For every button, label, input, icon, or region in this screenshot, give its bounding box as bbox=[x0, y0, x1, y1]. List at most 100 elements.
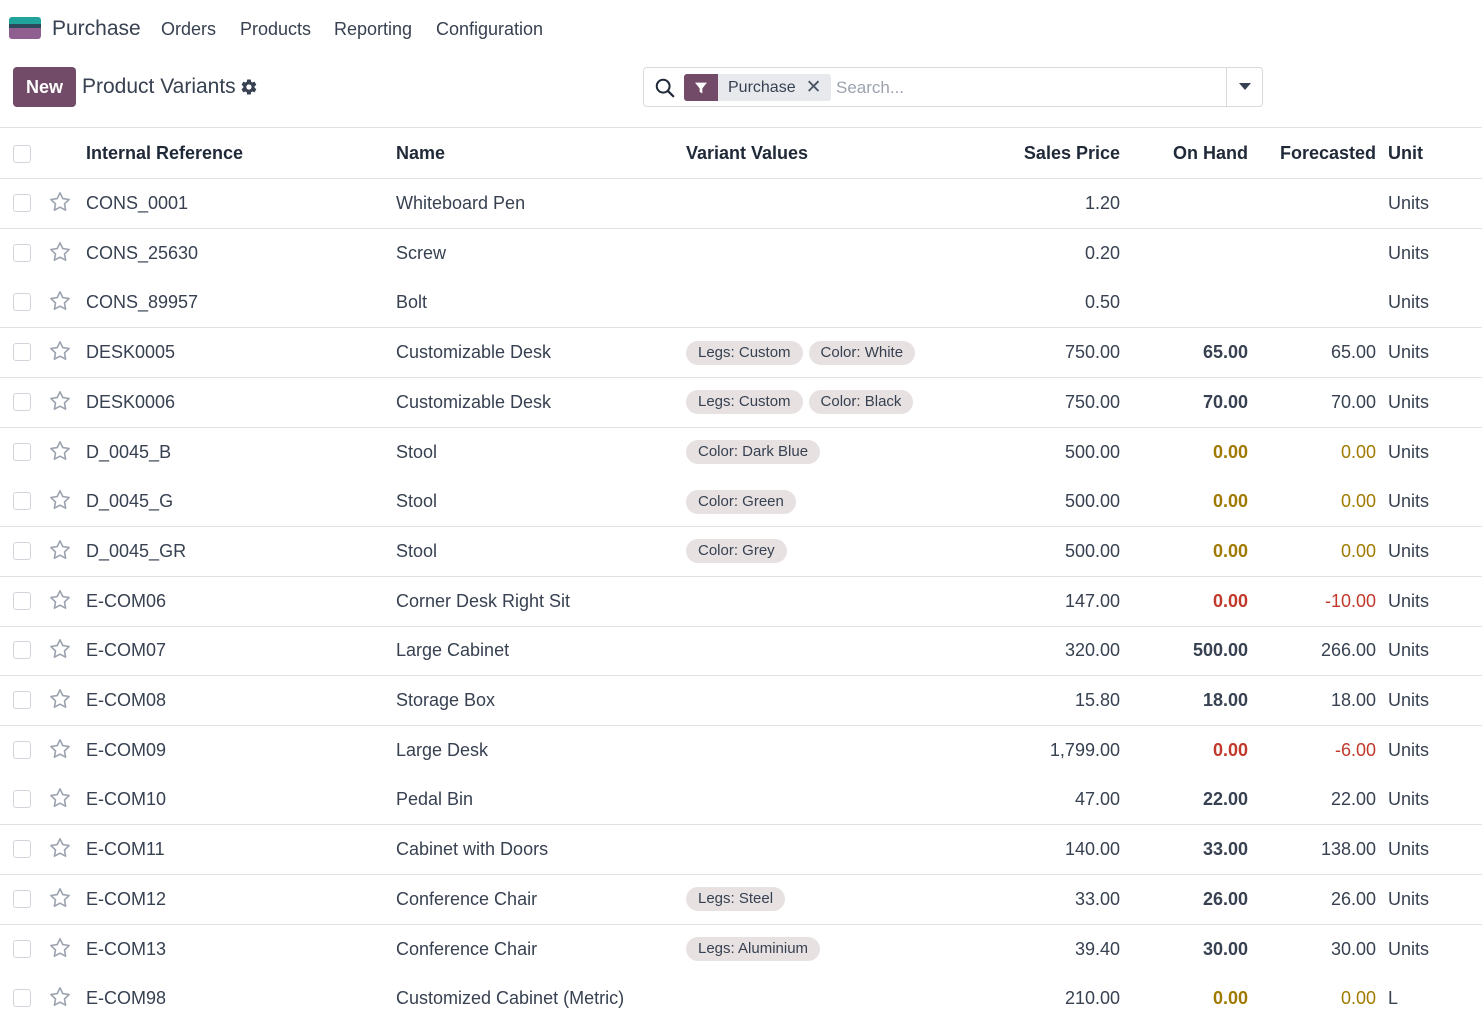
row-checkbox[interactable] bbox=[13, 939, 31, 958]
header-unit[interactable]: Unit bbox=[1388, 142, 1423, 163]
table-row[interactable]: E-COM98 Customized Cabinet (Metric) 210.00… bbox=[0, 974, 1482, 1020]
star-icon[interactable] bbox=[48, 538, 72, 562]
cell-internal-reference: D_0045_GR bbox=[86, 540, 187, 561]
star-icon[interactable] bbox=[48, 339, 72, 363]
header-sales-price[interactable]: Sales Price bbox=[1023, 142, 1120, 163]
cell-internal-reference: E-COM13 bbox=[86, 938, 167, 959]
header-variant-values[interactable]: Variant Values bbox=[686, 142, 809, 163]
cell-sales-price: 0.20 bbox=[1084, 242, 1120, 263]
star-icon[interactable] bbox=[48, 588, 72, 612]
header-forecasted[interactable]: Forecasted bbox=[1279, 142, 1376, 163]
new-button[interactable]: New bbox=[13, 67, 76, 107]
cell-internal-reference: E-COM11 bbox=[86, 839, 165, 860]
cell-on-hand: 26.00 bbox=[1202, 888, 1248, 909]
table-row[interactable]: E-COM11 Cabinet with Doors 140.00 33.00 138.… bbox=[0, 825, 1482, 876]
star-icon[interactable] bbox=[48, 190, 72, 214]
row-checkbox[interactable] bbox=[13, 492, 31, 511]
star-icon[interactable] bbox=[48, 786, 72, 810]
star-icon[interactable] bbox=[48, 985, 72, 1009]
row-checkbox[interactable] bbox=[13, 442, 31, 461]
cell-unit: Units bbox=[1388, 441, 1430, 462]
star-icon[interactable] bbox=[48, 836, 72, 860]
table-row[interactable]: E-COM13 Conference Chair Legs: Aluminium 39… bbox=[0, 925, 1482, 975]
cell-on-hand: 0.00 bbox=[1212, 739, 1248, 760]
cell-forecasted: 0.00 bbox=[1340, 540, 1376, 561]
search-input[interactable] bbox=[836, 75, 1216, 101]
table-row[interactable]: D_0045_G Stool Color: Green 500.00 0.00 0.00 U… bbox=[0, 477, 1482, 528]
cell-variant-values: Legs: Custom Color: White bbox=[686, 328, 921, 377]
cell-internal-reference: CONS_89957 bbox=[86, 292, 199, 313]
cell-sales-price: 47.00 bbox=[1074, 789, 1120, 810]
header-internal-reference[interactable]: Internal Reference bbox=[86, 142, 244, 163]
table-row[interactable]: E-COM07 Large Cabinet 320.00 500.00 266.00 Un… bbox=[0, 626, 1482, 677]
cell-name: Conference Chair bbox=[396, 888, 538, 909]
star-icon[interactable] bbox=[48, 737, 72, 761]
row-checkbox[interactable] bbox=[13, 392, 31, 411]
cell-sales-price: 320.00 bbox=[1064, 640, 1120, 661]
cell-unit: Units bbox=[1388, 590, 1430, 611]
cell-sales-price: 15.80 bbox=[1074, 690, 1120, 710]
row-checkbox[interactable] bbox=[13, 840, 31, 859]
gear-icon[interactable] bbox=[240, 78, 258, 96]
star-icon[interactable] bbox=[48, 936, 72, 960]
header-on-hand[interactable]: On Hand bbox=[1173, 142, 1248, 163]
star-icon[interactable] bbox=[48, 687, 72, 711]
row-checkbox[interactable] bbox=[13, 243, 31, 262]
cell-sales-price: 500.00 bbox=[1064, 441, 1120, 462]
close-icon[interactable]: ✕ bbox=[805, 77, 822, 98]
table-row[interactable]: E-COM08 Storage Box 15.80 18.00 18.00 Units bbox=[0, 676, 1482, 726]
variant-tag: Legs: Custom bbox=[686, 340, 803, 365]
nav-configuration[interactable]: Configuration bbox=[436, 19, 544, 39]
nav-reporting[interactable]: Reporting bbox=[334, 19, 413, 39]
cell-internal-reference: DESK0006 bbox=[86, 391, 176, 412]
cell-internal-reference: E-COM98 bbox=[86, 988, 167, 1009]
row-checkbox[interactable] bbox=[13, 591, 31, 610]
table-row[interactable]: E-COM10 Pedal Bin 47.00 22.00 22.00 Units bbox=[0, 775, 1482, 826]
star-icon[interactable] bbox=[48, 389, 72, 413]
row-checkbox[interactable] bbox=[13, 641, 31, 660]
cell-forecasted bbox=[1256, 278, 1376, 327]
star-icon[interactable] bbox=[48, 488, 72, 512]
select-all-checkbox[interactable] bbox=[13, 145, 31, 163]
table-row[interactable]: CONS_0001 Whiteboard Pen 1.20 Units bbox=[0, 179, 1482, 229]
cell-forecasted: 138.00 bbox=[1320, 839, 1376, 860]
cell-unit: Units bbox=[1388, 690, 1430, 710]
cell-on-hand bbox=[1130, 278, 1248, 327]
search-icon[interactable] bbox=[654, 77, 676, 99]
row-checkbox[interactable] bbox=[13, 343, 31, 362]
row-checkbox[interactable] bbox=[13, 989, 31, 1008]
table-row[interactable]: E-COM12 Conference Chair Legs: Steel 33.00 2… bbox=[0, 874, 1482, 925]
table-row[interactable]: D_0045_GR Stool Color: Grey 500.00 0.00 0.00 U… bbox=[0, 527, 1482, 577]
cell-on-hand: 33.00 bbox=[1202, 839, 1248, 860]
star-icon[interactable] bbox=[48, 637, 72, 661]
header-name[interactable]: Name bbox=[396, 142, 446, 163]
table-row[interactable]: D_0045_B Stool Color: Dark Blue 500.00 0.00 0… bbox=[0, 428, 1482, 478]
table-row[interactable]: E-COM09 Large Desk 1,799.00 0.00 -6.00 Units bbox=[0, 726, 1482, 776]
cell-forecasted bbox=[1256, 179, 1376, 228]
star-icon[interactable] bbox=[48, 439, 72, 463]
table-row[interactable]: CONS_25630 Screw 0.20 Units bbox=[0, 229, 1482, 279]
table-row[interactable]: DESK0006 Customizable Desk Legs: Custom Col… bbox=[0, 377, 1482, 428]
table-row[interactable]: DESK0005 Customizable Desk Legs: Custom Col… bbox=[0, 328, 1482, 379]
row-checkbox[interactable] bbox=[13, 740, 31, 759]
row-checkbox[interactable] bbox=[13, 889, 31, 908]
star-icon[interactable] bbox=[48, 289, 72, 313]
nav-products[interactable]: Products bbox=[240, 19, 312, 39]
row-checkbox[interactable] bbox=[13, 691, 31, 709]
star-icon[interactable] bbox=[48, 886, 72, 910]
search-options-toggle[interactable] bbox=[1226, 68, 1262, 106]
row-checkbox[interactable] bbox=[13, 790, 31, 809]
row-checkbox[interactable] bbox=[13, 293, 31, 312]
cell-unit: Units bbox=[1388, 739, 1430, 760]
cell-variant-values: Color: Grey bbox=[686, 527, 793, 576]
purchase-app-icon[interactable] bbox=[9, 17, 41, 39]
table-row[interactable]: E-COM06 Corner Desk Right Sit 147.00 0.00 -1… bbox=[0, 576, 1482, 627]
cell-internal-reference: CONS_0001 bbox=[86, 193, 189, 213]
table-row[interactable]: CONS_89957 Bolt 0.50 Units bbox=[0, 278, 1482, 329]
row-checkbox[interactable] bbox=[13, 541, 31, 560]
app-name[interactable]: Purchase bbox=[52, 17, 141, 40]
cell-forecasted: 22.00 bbox=[1330, 789, 1376, 810]
star-icon[interactable] bbox=[48, 240, 72, 264]
nav-orders[interactable]: Orders bbox=[161, 19, 217, 39]
row-checkbox[interactable] bbox=[13, 194, 31, 212]
